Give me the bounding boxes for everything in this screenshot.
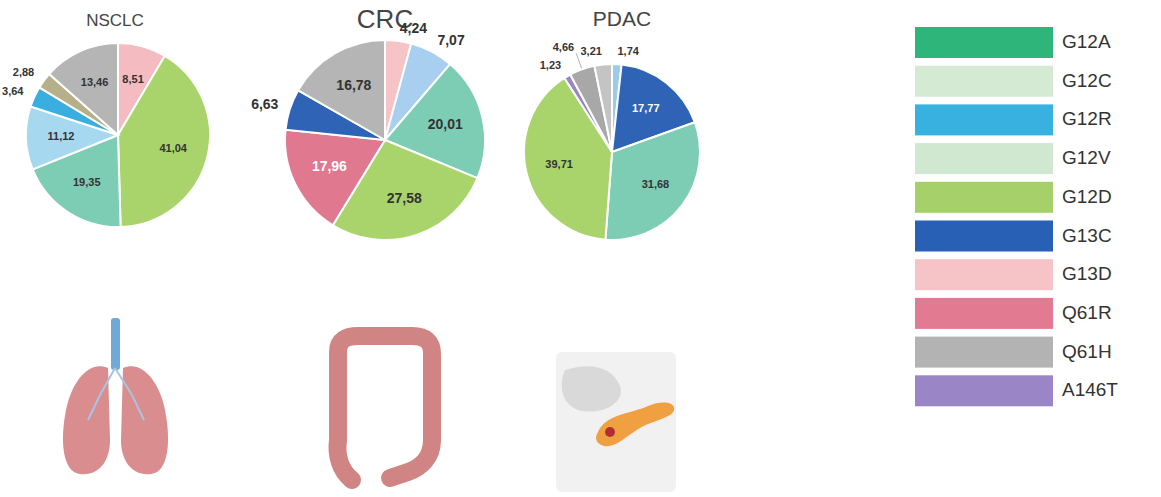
lung-right xyxy=(121,366,168,474)
panel-title: PDAC xyxy=(593,7,651,30)
data-label: 17,96 xyxy=(312,158,347,174)
legend-swatch xyxy=(915,66,1053,97)
legend-label: G12C xyxy=(1062,70,1112,91)
legend-label: A146T xyxy=(1062,379,1118,400)
legend-swatch xyxy=(915,143,1053,174)
liver xyxy=(562,366,621,411)
legend-label: G13C xyxy=(1062,225,1112,246)
pie-slice xyxy=(594,64,612,152)
pancreas xyxy=(596,403,674,447)
pie-panel: CRC4,247,0720,0127,5817,966,6316,78 xyxy=(251,4,485,240)
data-label: 39,71 xyxy=(545,158,573,170)
legend-swatch xyxy=(915,298,1053,329)
pie-slice xyxy=(49,43,118,135)
legend-swatch xyxy=(915,182,1053,213)
legend-swatch xyxy=(915,27,1053,58)
data-labels: 8,51 41,04 19,35 11,12 3,64 2,88 13,46 xyxy=(2,66,188,187)
data-label: 4,66 xyxy=(553,41,574,53)
data-label: 1,74 xyxy=(617,45,639,57)
data-label: 7,07 xyxy=(437,32,464,48)
data-label: 1,23 xyxy=(540,59,561,71)
panel-title: NSCLC xyxy=(86,11,144,30)
colon xyxy=(338,336,432,480)
pie-panel: NSCLC 8,51 41,04 19,35 11,12 3,64 2,88 13,46 xyxy=(2,11,210,227)
figure: NSCLC8,5141,0419,3511,123,642,8813,46CRC… xyxy=(0,0,1161,497)
illustrations xyxy=(63,318,676,492)
data-label: 3,64 xyxy=(2,85,24,97)
legend-label: G12D xyxy=(1062,186,1112,207)
legend-label: G12A xyxy=(1062,31,1111,52)
legend-label: G12V xyxy=(1062,147,1111,168)
lung-left xyxy=(63,366,110,474)
legend-label: G13D xyxy=(1062,263,1112,284)
pie-panel: PDAC 1,74 17,77 31,68 39,71 1,23 4,66 3,21 xyxy=(524,7,700,240)
legend-swatch xyxy=(915,221,1053,252)
legend-swatch xyxy=(915,259,1053,290)
trachea xyxy=(111,318,120,370)
legend-swatch xyxy=(915,104,1053,135)
legend-label: Q61R xyxy=(1062,302,1112,323)
slices xyxy=(26,43,210,227)
data-label: 6,63 xyxy=(251,96,278,112)
slices xyxy=(285,40,485,240)
data-label: 17,77 xyxy=(632,102,660,114)
organ-box xyxy=(556,352,676,492)
data-labels: 1,74 17,77 31,68 39,71 1,23 4,66 3,21 xyxy=(540,41,669,190)
pie-slice xyxy=(605,122,700,240)
tumor xyxy=(605,427,615,437)
bronchi xyxy=(88,368,144,420)
data-label: 31,68 xyxy=(642,178,670,190)
data-label: 13,46 xyxy=(81,76,109,88)
data-label: 8,51 xyxy=(122,73,143,85)
legend-swatch xyxy=(915,375,1053,406)
data-label: 4,24 xyxy=(400,20,427,36)
legend-swatch xyxy=(915,337,1053,368)
legend-label: Q61H xyxy=(1062,341,1112,362)
data-label: 27,58 xyxy=(387,190,422,206)
legend: G12A G12C G12R G12V G12D G13C G13D Q61R Q61H A146… xyxy=(915,27,1118,406)
slices xyxy=(524,64,700,240)
data-label: 3,21 xyxy=(581,45,602,57)
data-label: 16,78 xyxy=(336,77,371,93)
data-label: 20,01 xyxy=(428,116,463,132)
pie-slice xyxy=(298,40,385,140)
data-labels: 4,24 7,07 20,01 27,58 17,96 6,63 16,78 xyxy=(251,20,465,206)
pie-slice xyxy=(285,130,385,226)
data-label: 41,04 xyxy=(159,142,187,154)
data-label: 19,35 xyxy=(73,176,101,188)
data-label: 11,12 xyxy=(48,130,75,142)
pie-slice xyxy=(118,56,210,227)
legend-label: G12R xyxy=(1062,108,1112,129)
data-label: 2,88 xyxy=(13,66,34,78)
